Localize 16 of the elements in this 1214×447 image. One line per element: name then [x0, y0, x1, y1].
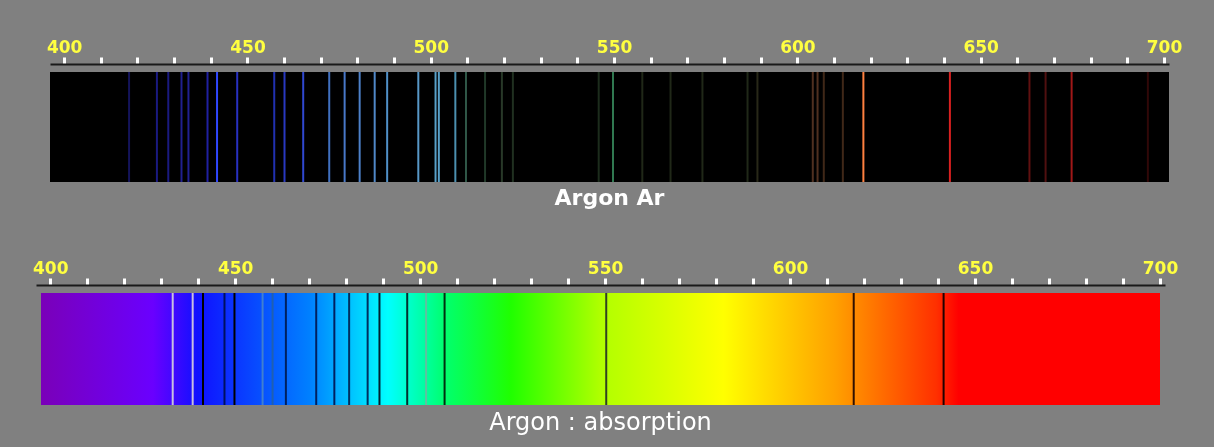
- x-tick-label: 550: [587, 257, 624, 278]
- x-tick-label: 500: [413, 36, 450, 57]
- x-tick-label: 500: [402, 257, 439, 278]
- x-tick-label: 700: [1142, 257, 1179, 278]
- x-tick-label: 600: [772, 257, 809, 278]
- x-tick-label: 650: [963, 36, 1000, 57]
- x-tick-label: 400: [46, 36, 83, 57]
- x-tick-label: 700: [1146, 36, 1183, 57]
- text: Argon : absorption: [489, 408, 712, 436]
- x-tick-label: 400: [33, 257, 69, 278]
- x-tick-label: 600: [780, 36, 816, 57]
- text: Argon Ar: [554, 185, 665, 210]
- x-tick-label: 650: [957, 257, 994, 278]
- x-tick-label: 450: [217, 257, 254, 278]
- x-tick-label: 450: [230, 36, 266, 57]
- x-tick-label: 550: [596, 36, 633, 57]
